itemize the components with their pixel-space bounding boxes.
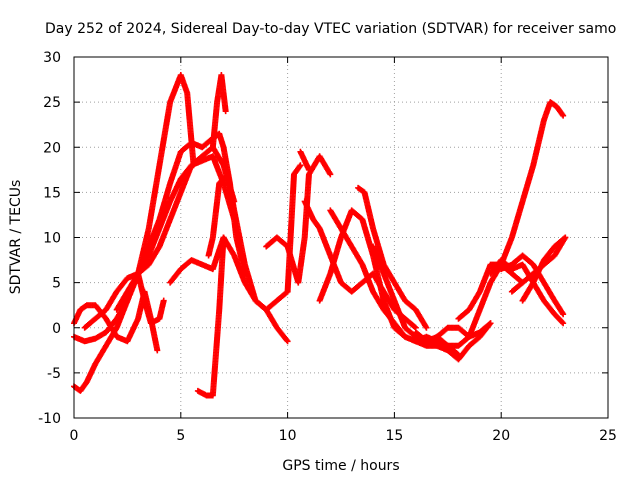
- data-point: [560, 112, 567, 119]
- y-tick-label: 10: [43, 231, 61, 247]
- x-tick-label: 5: [176, 428, 185, 444]
- data-point: [560, 320, 567, 327]
- x-tick-label: 20: [492, 428, 510, 444]
- x-tick-label: 0: [70, 428, 79, 444]
- y-tick-label: 30: [43, 50, 61, 66]
- series-track-23: [498, 252, 567, 318]
- series-track-7: [135, 270, 167, 327]
- series-track-9: [205, 171, 291, 345]
- series-track-19: [412, 320, 494, 363]
- x-tick-labels: 0 5 10 15 20 25: [70, 428, 617, 444]
- data-point: [327, 171, 334, 178]
- y-tick-label: 0: [52, 321, 61, 337]
- data-point: [220, 234, 227, 241]
- series-track-13: [284, 162, 304, 295]
- data-point: [283, 337, 290, 344]
- series-track-17: [355, 184, 430, 331]
- data-point: [411, 323, 418, 330]
- y-tick-labels: -10 -5 0 5 10 15 20 25 30: [38, 50, 61, 427]
- data-point: [487, 320, 494, 327]
- x-tick-label: 15: [385, 428, 403, 444]
- data-point: [305, 166, 312, 173]
- series-track-25: [519, 234, 569, 304]
- data-point: [160, 297, 167, 304]
- y-tick-label: 15: [43, 185, 61, 201]
- x-tick-label: 25: [599, 428, 617, 444]
- data-point: [297, 162, 304, 169]
- y-tick-label: 20: [43, 140, 61, 156]
- chart-title: Day 252 of 2024, Sidereal Day-to-day VTE…: [45, 21, 616, 37]
- y-tick-label: 5: [52, 276, 61, 292]
- data-point: [284, 338, 291, 345]
- data-point: [486, 321, 493, 328]
- series-track-8: [194, 234, 227, 399]
- x-tick-label: 10: [279, 428, 297, 444]
- data-point: [423, 324, 430, 331]
- data-point: [154, 347, 161, 354]
- data-point: [562, 234, 569, 241]
- plot-frame: [73, 56, 609, 419]
- data-point: [561, 235, 568, 242]
- series-track-1: [71, 72, 197, 394]
- y-tick-label: 25: [43, 95, 61, 111]
- series-track-11: [263, 153, 334, 286]
- series-track-12: [297, 148, 312, 173]
- data-point: [222, 108, 229, 115]
- y-tick-label: -5: [47, 366, 61, 382]
- series-track-5: [167, 234, 291, 313]
- data-markers: [71, 72, 569, 399]
- series-track-20: [434, 99, 567, 349]
- series-track-10: [209, 72, 229, 151]
- y-tick-label: -10: [38, 411, 61, 427]
- x-axis-label: GPS time / hours: [282, 458, 399, 474]
- data-point: [296, 163, 303, 170]
- series-track-18: [370, 243, 494, 345]
- data-point: [560, 311, 567, 318]
- data-point: [559, 111, 566, 118]
- y-axis-label: SDTVAR / TECUs: [8, 180, 24, 295]
- data-point: [559, 319, 566, 326]
